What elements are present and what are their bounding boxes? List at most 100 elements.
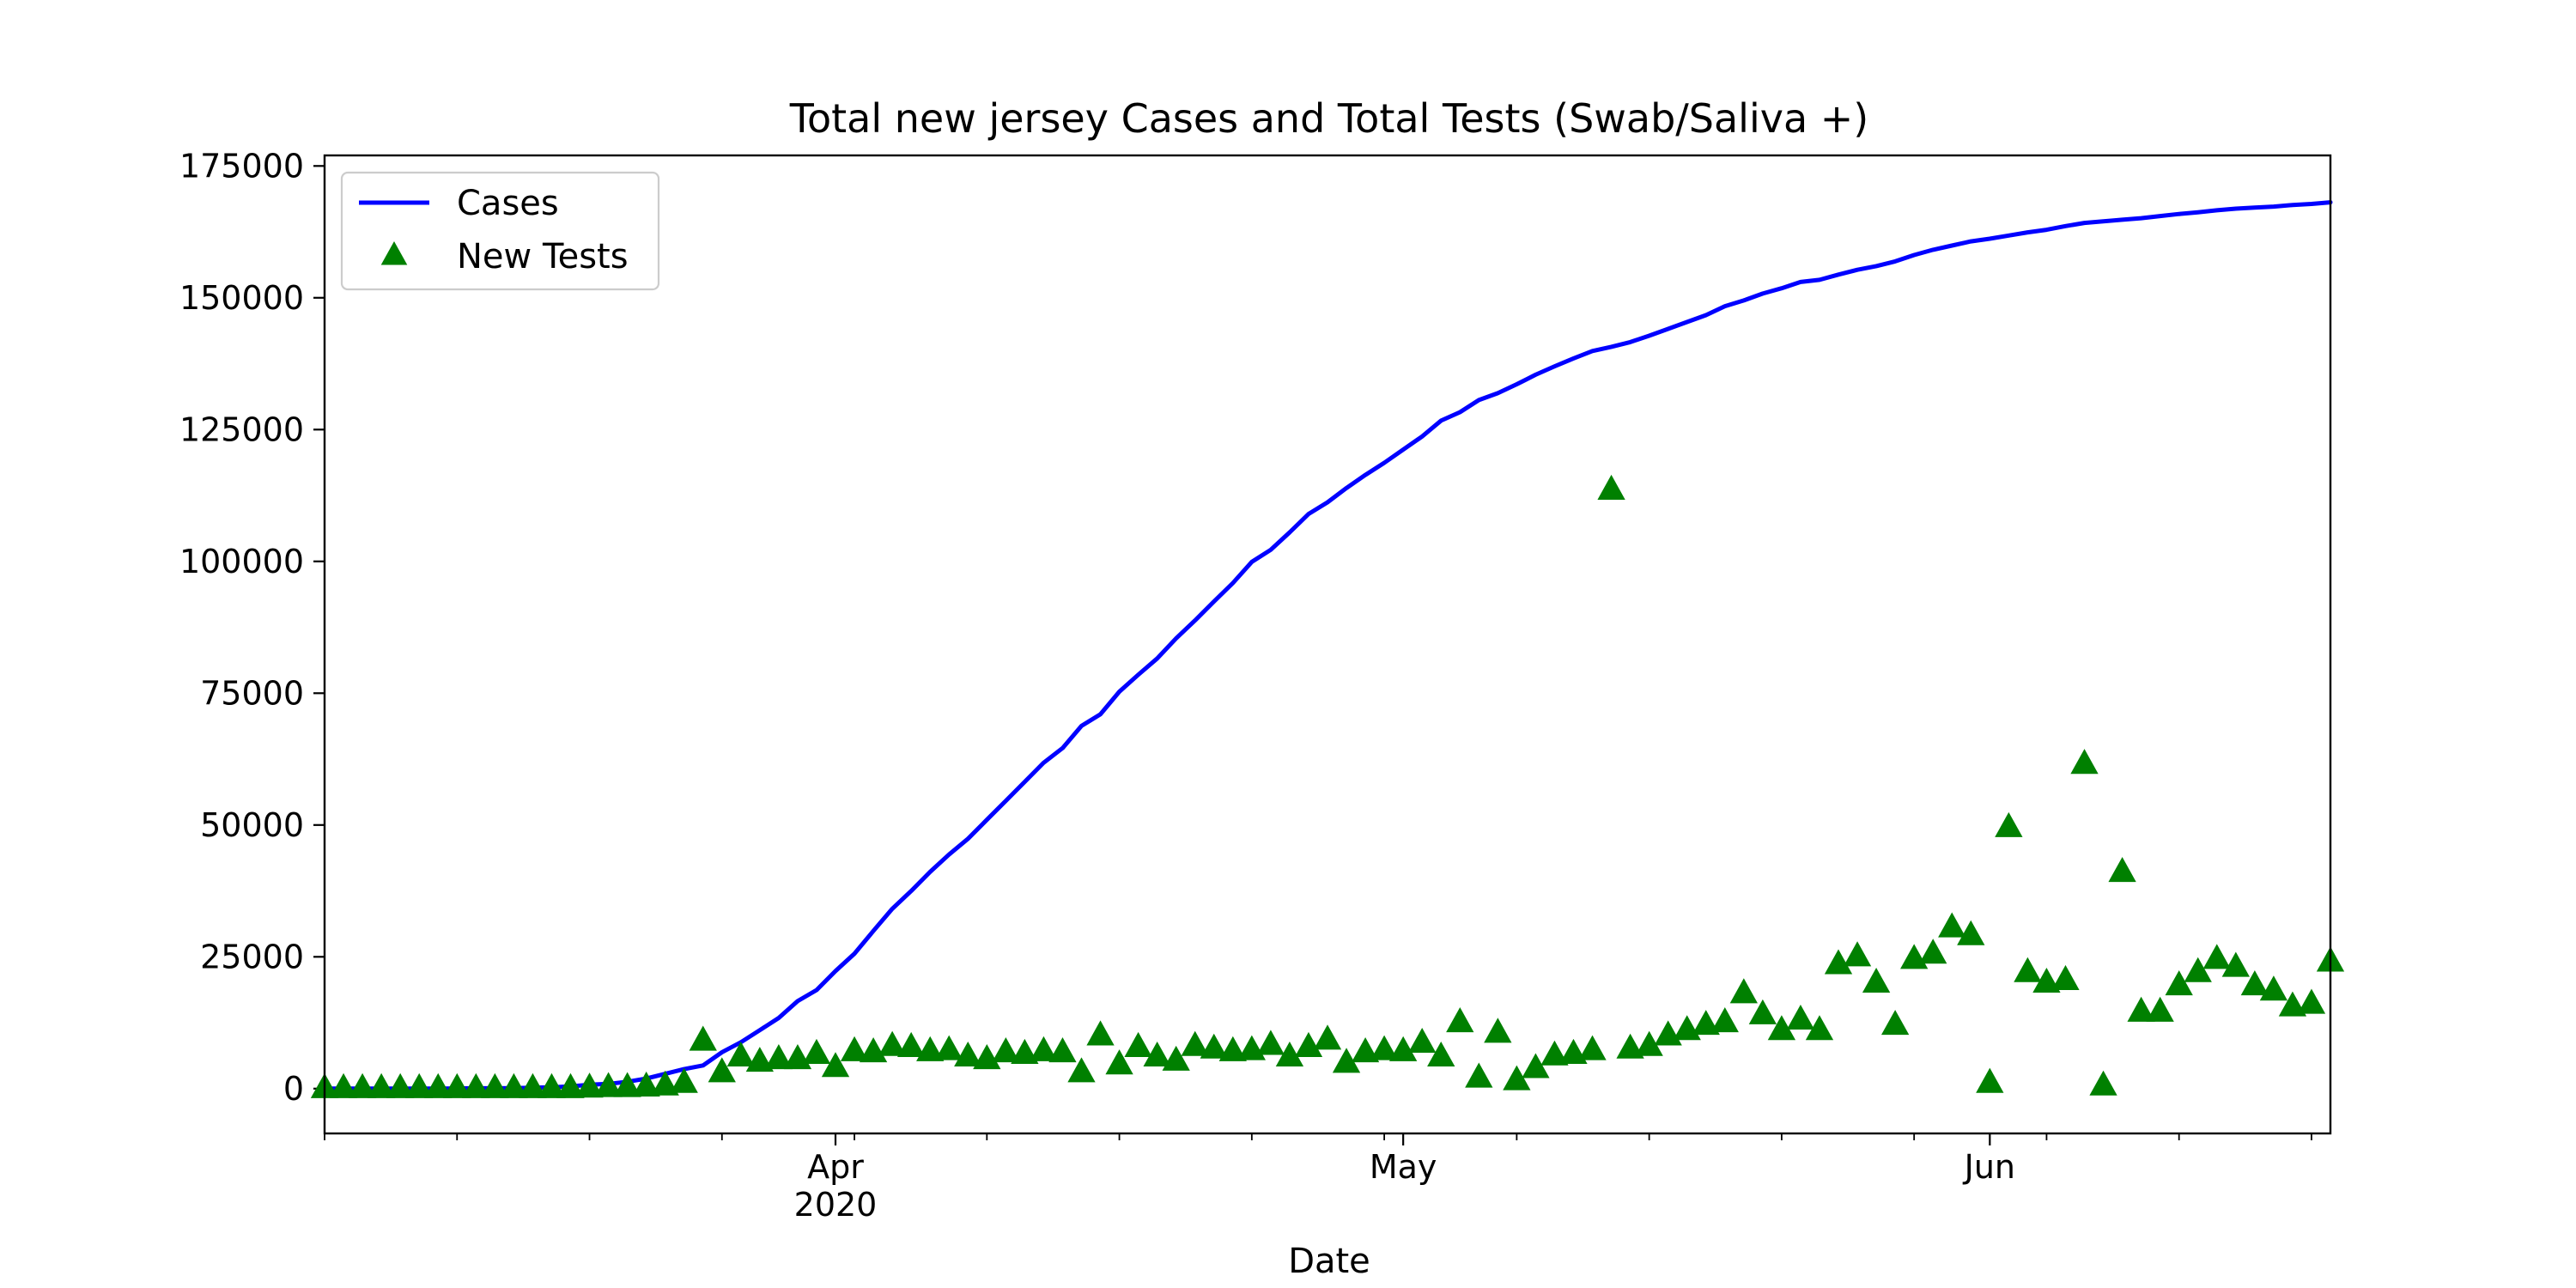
data-point-new-tests	[1275, 1041, 1304, 1067]
data-point-new-tests	[1427, 1041, 1455, 1067]
data-point-new-tests	[2240, 970, 2269, 996]
data-point-new-tests	[1011, 1038, 1039, 1064]
data-point-new-tests	[1710, 1007, 1739, 1033]
data-point-new-tests	[1976, 1067, 2004, 1093]
data-point-new-tests	[897, 1031, 926, 1057]
y-tick-label: 125000	[179, 410, 304, 448]
data-point-new-tests	[992, 1037, 1020, 1063]
data-point-new-tests	[613, 1072, 641, 1097]
legend-label: Cases	[457, 184, 559, 223]
data-point-new-tests	[1729, 978, 1758, 1004]
data-point-new-tests	[916, 1036, 945, 1061]
data-point-new-tests	[670, 1067, 698, 1093]
data-point-new-tests	[1162, 1045, 1190, 1071]
y-tick-label: 100000	[179, 543, 304, 580]
data-point-new-tests	[1067, 1057, 1096, 1083]
data-point-new-tests	[1692, 1010, 1720, 1036]
data-point-new-tests	[726, 1041, 755, 1067]
data-point-new-tests	[1995, 811, 2023, 837]
data-point-new-tests	[329, 1072, 358, 1098]
y-tick-label: 75000	[200, 674, 304, 712]
data-point-new-tests	[1143, 1041, 1171, 1067]
data-point-new-tests	[594, 1072, 623, 1097]
data-point-new-tests	[538, 1072, 566, 1098]
data-point-new-tests	[708, 1057, 736, 1083]
data-point-new-tests	[1616, 1033, 1644, 1059]
data-point-new-tests	[424, 1072, 453, 1098]
data-point-new-tests	[1048, 1037, 1077, 1063]
x-tick-sublabel: 2020	[794, 1186, 878, 1224]
data-point-new-tests	[764, 1044, 793, 1070]
data-point-new-tests	[2014, 957, 2042, 982]
data-point-new-tests	[2297, 988, 2326, 1014]
legend-swatch-triangle	[380, 241, 408, 265]
data-point-new-tests	[1256, 1030, 1285, 1055]
data-point-new-tests	[556, 1072, 585, 1098]
legend-label: New Tests	[457, 237, 629, 276]
data-point-new-tests	[1522, 1053, 1550, 1078]
data-point-new-tests	[689, 1025, 717, 1051]
data-point-new-tests	[1313, 1024, 1342, 1050]
y-tick-label: 175000	[179, 147, 304, 185]
data-point-new-tests	[500, 1072, 528, 1098]
data-point-new-tests	[1843, 941, 1872, 967]
data-point-new-tests	[1597, 474, 1625, 500]
data-point-new-tests	[1124, 1031, 1152, 1057]
data-point-new-tests	[1030, 1036, 1058, 1061]
data-point-new-tests	[1824, 949, 1853, 975]
data-point-new-tests	[1748, 999, 1777, 1024]
x-tick-label: Apr	[807, 1148, 864, 1186]
data-point-new-tests	[575, 1072, 604, 1098]
x-axis-title: Date	[1288, 1242, 1370, 1281]
data-point-new-tests	[443, 1072, 471, 1098]
data-point-new-tests	[840, 1036, 869, 1061]
series-line-cases	[322, 200, 2333, 1091]
data-point-new-tests	[1370, 1035, 1399, 1060]
chart-title: Total new jersey Cases and Total Tests (…	[789, 95, 1869, 142]
data-point-new-tests	[2184, 957, 2212, 982]
data-point-new-tests	[1805, 1015, 1834, 1041]
data-point-new-tests	[1408, 1027, 1437, 1054]
data-point-new-tests	[1446, 1007, 1474, 1033]
plot-area: 0 25000 50000 75000 100000 125000 150000 175000…	[179, 147, 2345, 1224]
plot-frame	[323, 154, 2332, 1135]
data-point-new-tests	[745, 1047, 775, 1072]
data-point-new-tests	[1862, 967, 1891, 993]
data-point-new-tests	[481, 1072, 509, 1098]
data-point-new-tests	[462, 1072, 490, 1098]
data-point-new-tests	[2165, 970, 2193, 996]
data-point-new-tests	[2202, 944, 2231, 969]
x-tick-label: Jun	[1963, 1148, 2015, 1186]
data-point-new-tests	[386, 1072, 415, 1098]
data-point-new-tests	[1578, 1035, 1607, 1060]
data-point-new-tests	[1786, 1004, 1815, 1030]
data-point-new-tests	[2032, 967, 2061, 993]
y-tick-label: 0	[283, 1070, 304, 1108]
data-point-new-tests	[1200, 1033, 1228, 1059]
data-point-new-tests	[878, 1030, 907, 1056]
data-point-new-tests	[2278, 991, 2307, 1017]
data-point-new-tests	[935, 1035, 963, 1060]
y-tick-label: 25000	[200, 938, 304, 975]
data-point-new-tests	[1294, 1031, 1323, 1057]
data-point-new-tests	[2070, 749, 2099, 775]
data-point-new-tests	[954, 1041, 982, 1067]
data-point-new-tests	[632, 1071, 660, 1097]
data-point-new-tests	[405, 1072, 434, 1098]
data-point-new-tests	[2146, 996, 2174, 1022]
data-point-new-tests	[1465, 1062, 1493, 1088]
data-point-new-tests	[2259, 975, 2288, 1001]
y-tick-label: 150000	[179, 279, 304, 317]
data-point-new-tests	[1938, 912, 1966, 938]
data-point-new-tests	[1880, 1010, 1910, 1036]
data-point-new-tests	[1957, 920, 1985, 945]
y-tick-label: 50000	[200, 806, 304, 844]
data-point-new-tests	[1105, 1049, 1133, 1075]
data-point-new-tests	[1218, 1036, 1247, 1061]
data-point-new-tests	[973, 1044, 1001, 1070]
data-point-new-tests	[1389, 1036, 1418, 1061]
data-point-new-tests	[2051, 964, 2080, 990]
data-point-new-tests	[1351, 1037, 1380, 1063]
data-point-new-tests	[2089, 1070, 2117, 1096]
